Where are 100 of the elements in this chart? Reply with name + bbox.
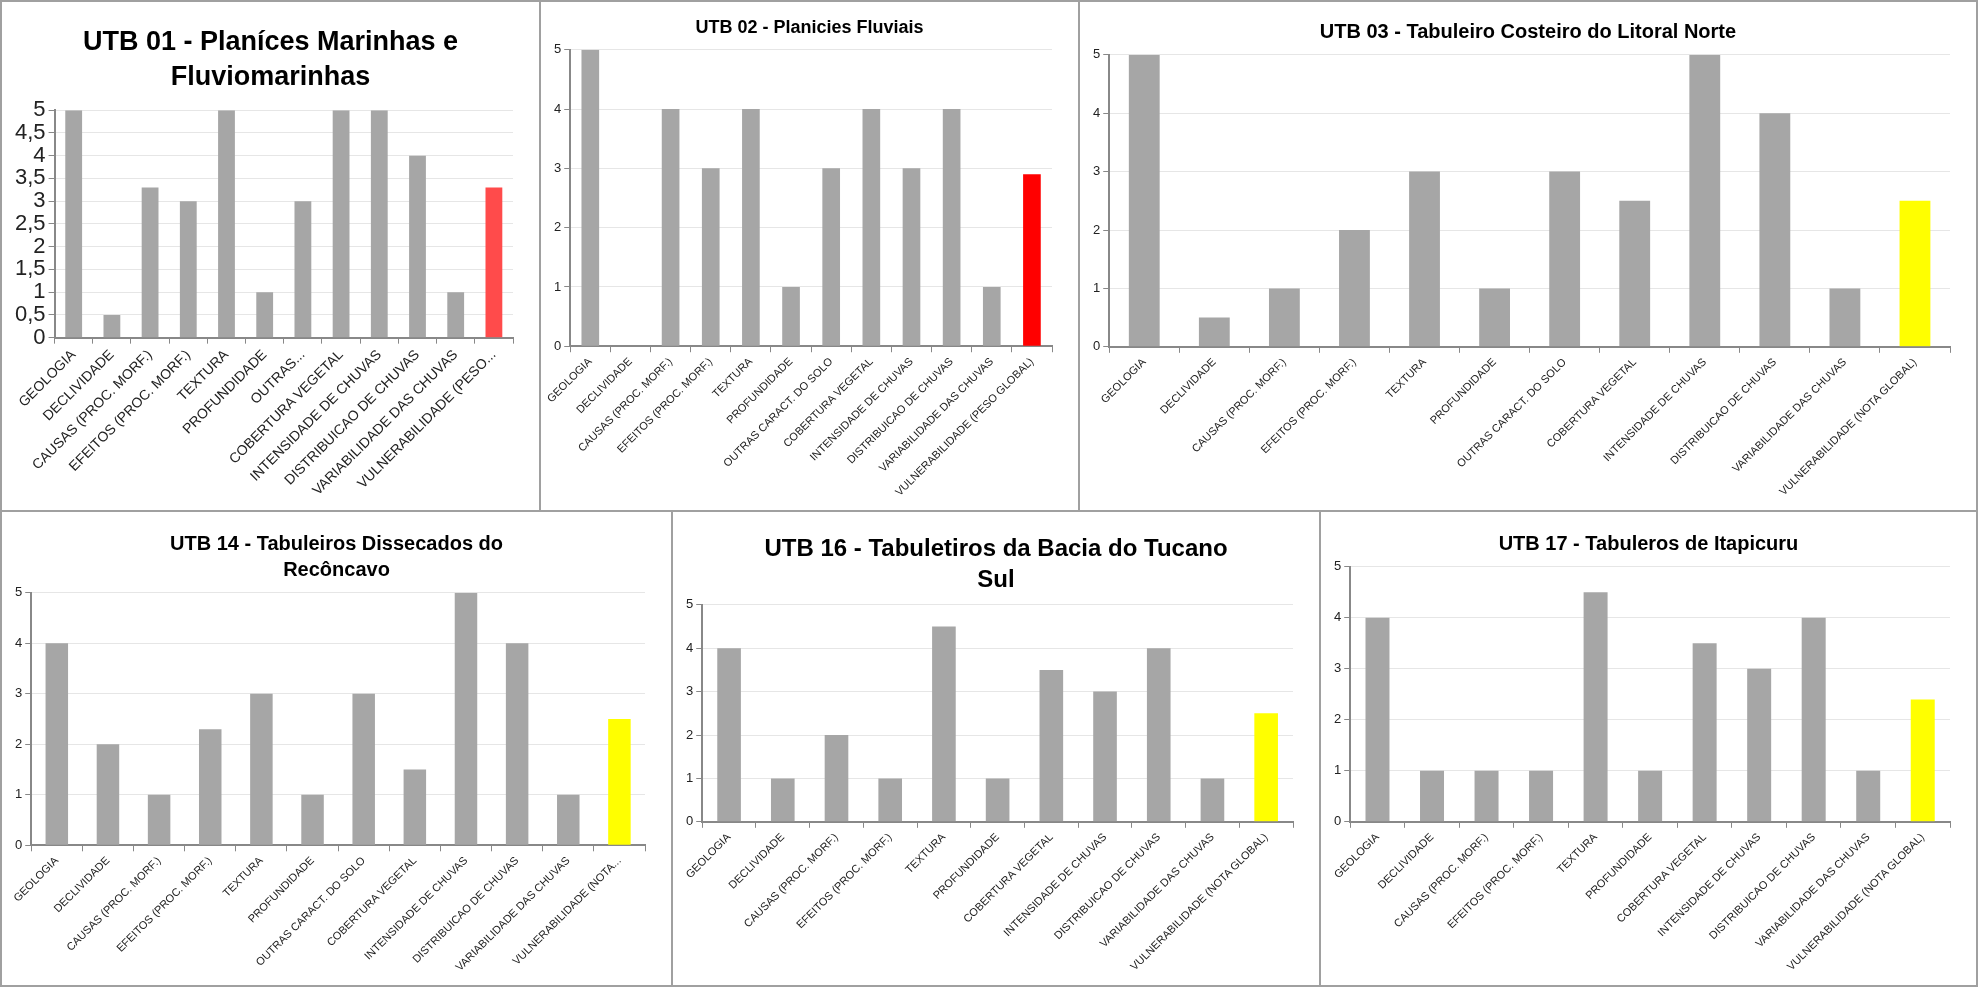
bar	[198, 729, 222, 845]
bar	[179, 201, 197, 338]
y-tick-label: 3	[1334, 660, 1342, 676]
bar	[147, 794, 171, 845]
y-tick-label: 2	[686, 726, 694, 742]
bar	[1146, 648, 1171, 822]
bar	[878, 778, 903, 822]
bar	[902, 168, 921, 347]
bar	[982, 287, 1001, 347]
bar	[822, 168, 841, 347]
y-tick-label: 2	[1334, 711, 1342, 727]
y-tick-label: 5	[15, 584, 23, 600]
bar	[352, 693, 375, 845]
bar	[403, 769, 427, 845]
bar	[1409, 171, 1440, 347]
bar	[608, 719, 631, 845]
y-tick-label: 1	[33, 278, 46, 304]
bar	[141, 187, 159, 338]
bar	[742, 109, 760, 347]
y-tick-label: 5	[1093, 46, 1101, 62]
bar	[1856, 770, 1881, 822]
bar	[1899, 200, 1931, 347]
bar	[824, 735, 849, 822]
bar	[581, 50, 600, 347]
y-tick-label: 4	[15, 634, 23, 650]
y-tick-label: 1	[15, 786, 23, 802]
y-tick-label: 5	[1334, 558, 1342, 574]
bar	[782, 287, 800, 347]
bar	[985, 778, 1010, 822]
y-tick-label: 0	[554, 338, 562, 354]
bar	[447, 292, 465, 338]
bar	[862, 109, 881, 347]
bar	[1689, 54, 1721, 347]
y-tick-label: 5	[33, 96, 46, 122]
bar	[409, 155, 426, 338]
chart-title: UTB 02 - Planicies Fluviais	[694, 16, 925, 39]
chart-title: UTB 16 - Tabuletiros da Bacia do Tucano Sul	[763, 533, 1229, 595]
y-tick-label: 4	[686, 640, 694, 656]
bar	[1619, 200, 1651, 347]
bar	[332, 110, 350, 338]
bar	[1801, 617, 1826, 822]
chart-title: UTB 01 - Planíces Marinhas e Fluviomarinhas	[81, 25, 460, 94]
bar	[1420, 770, 1445, 822]
chart-title: UTB 17 - Tabuleros de Itapicuru	[1497, 531, 1800, 556]
bar	[1268, 288, 1300, 347]
y-tick-label: 0	[686, 813, 694, 829]
y-tick-label: 0	[1093, 338, 1101, 354]
bar	[1023, 174, 1041, 347]
bar	[1128, 54, 1160, 347]
y-tick-label: 2	[1093, 221, 1101, 237]
bar	[250, 693, 273, 845]
bar	[294, 201, 312, 338]
bar	[1198, 317, 1230, 347]
bar	[1039, 670, 1064, 822]
bar	[65, 110, 83, 338]
bar	[301, 794, 324, 845]
y-tick-label: 4	[1334, 609, 1342, 625]
bar	[932, 626, 956, 822]
y-tick-label: 1	[1093, 279, 1101, 295]
chart-title: UTB 14 - Tabuleiros Dissecados do Recôncavo	[168, 531, 504, 582]
y-tick-label: 1	[554, 278, 562, 294]
bar	[701, 168, 720, 347]
bar	[557, 794, 580, 845]
bar	[1365, 617, 1390, 822]
bar	[1479, 288, 1510, 347]
bar	[1638, 770, 1663, 822]
y-tick-label: 0	[1334, 813, 1342, 829]
bar	[96, 744, 120, 845]
bar	[256, 292, 274, 338]
bar	[1829, 288, 1861, 347]
bar	[505, 643, 529, 845]
y-tick-label: 2	[554, 219, 562, 235]
bar	[218, 110, 235, 338]
y-tick-label: 1,5	[14, 255, 46, 281]
y-tick-label: 1	[1334, 762, 1342, 778]
bar	[485, 187, 503, 338]
bar	[454, 592, 478, 845]
bar	[1339, 230, 1370, 347]
y-tick-label: 4	[1093, 104, 1101, 120]
y-tick-label: 3,5	[14, 164, 46, 190]
bar	[770, 778, 795, 822]
y-tick-label: 3	[15, 685, 23, 701]
bar	[717, 648, 741, 822]
y-tick-label: 3	[686, 683, 694, 699]
bar	[1747, 668, 1772, 822]
chart-title: UTB 03 - Tabuleiro Costeiro do Litoral Norte	[1318, 19, 1738, 44]
bar	[1692, 643, 1717, 822]
y-tick-label: 3	[33, 187, 46, 213]
y-tick-label: 5	[554, 41, 562, 57]
y-tick-label: 3	[1093, 163, 1101, 179]
bar	[103, 315, 121, 338]
y-tick-label: 2	[15, 735, 23, 751]
bar	[1549, 171, 1581, 347]
bar	[1093, 691, 1117, 822]
bar	[1254, 713, 1278, 822]
bar	[45, 643, 69, 845]
bar	[1529, 770, 1554, 822]
bar	[1583, 592, 1608, 822]
y-tick-label: 0	[15, 836, 23, 852]
bar	[370, 110, 388, 338]
